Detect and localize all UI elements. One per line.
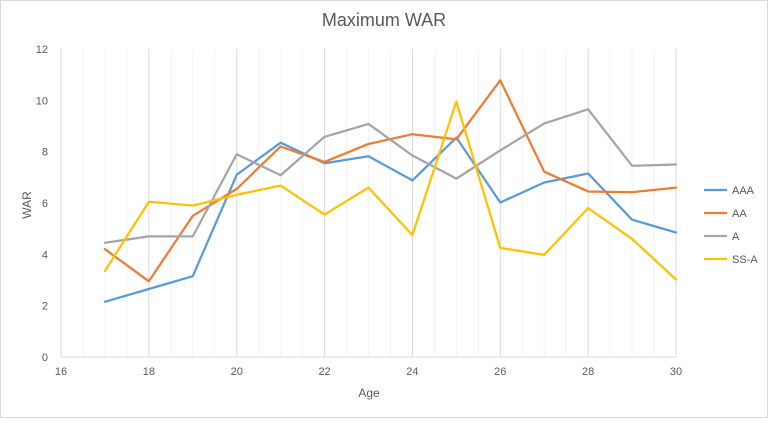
x-tick-labels: 16 18 20 22 24 26 28 30 [55, 366, 682, 378]
x-tick-label: 30 [670, 366, 682, 378]
x-tick-label: 22 [318, 366, 330, 378]
series-line-a [103, 108, 678, 244]
series-lines [103, 79, 678, 303]
legend-label: SS-A [732, 254, 758, 266]
major-gridlines [60, 49, 677, 357]
x-tick-label: 26 [494, 366, 506, 378]
x-axis-label: Age [358, 386, 380, 400]
y-tick-label: 12 [36, 44, 48, 56]
y-tick-label: 8 [42, 147, 48, 159]
y-axis-label: WAR [20, 191, 34, 219]
chart-title: Maximum WAR [322, 10, 446, 30]
x-tick-label: 28 [582, 366, 594, 378]
legend-label: AA [732, 208, 747, 220]
x-tick-label: 16 [55, 366, 67, 378]
y-tick-label: 6 [42, 198, 48, 210]
y-tick-label: 2 [42, 301, 48, 313]
y-tick-label: 0 [42, 352, 48, 364]
series-line-ss-a [103, 100, 678, 281]
x-tick-label: 18 [143, 366, 155, 378]
legend-label: AAA [732, 185, 755, 197]
x-tick-label: 24 [406, 366, 418, 378]
legend-label: A [732, 231, 740, 243]
y-tick-label: 10 [36, 95, 48, 107]
y-tick-labels: 0 2 4 6 8 10 12 [36, 44, 48, 364]
series-line-aaa [103, 136, 678, 303]
y-tick-label: 4 [42, 249, 48, 261]
x-tick-label: 20 [231, 366, 243, 378]
